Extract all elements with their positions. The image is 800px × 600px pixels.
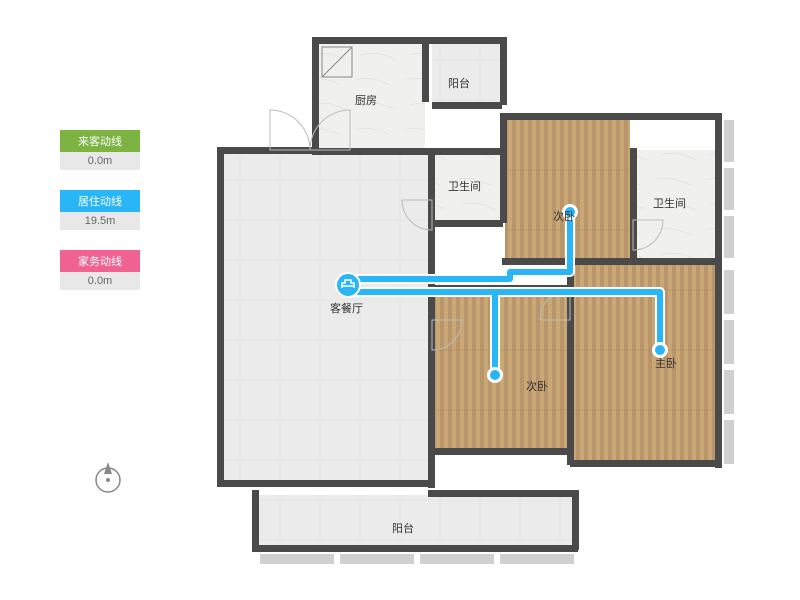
legend-label: 家务动线 — [60, 250, 140, 272]
bed-icon — [336, 273, 360, 297]
room-balcony2 — [255, 495, 575, 550]
legend-label: 居住动线 — [60, 190, 140, 212]
legend-item-chores: 家务动线 0.0m — [60, 250, 140, 290]
floor-plan: 厨房阳台卫生间次卧卫生间客餐厅次卧主卧阳台 — [200, 20, 760, 580]
room-bath1 — [432, 150, 502, 220]
legend-label: 来客动线 — [60, 130, 140, 152]
legend-value: 0.0m — [60, 152, 140, 170]
room-kitchen — [315, 40, 425, 155]
path-endpoint — [565, 207, 575, 217]
compass-icon — [90, 460, 126, 501]
path-endpoint — [655, 345, 665, 355]
legend-item-guest: 来客动线 0.0m — [60, 130, 140, 170]
path-endpoint — [490, 370, 500, 380]
legend-value: 19.5m — [60, 212, 140, 230]
legend-value: 0.0m — [60, 272, 140, 290]
room-bath2 — [633, 150, 718, 260]
legend: 来客动线 0.0m 居住动线 19.5m 家务动线 0.0m — [60, 130, 140, 310]
room-living — [220, 150, 430, 480]
room-balcony1 — [432, 40, 502, 105]
legend-item-living: 居住动线 19.5m — [60, 190, 140, 230]
